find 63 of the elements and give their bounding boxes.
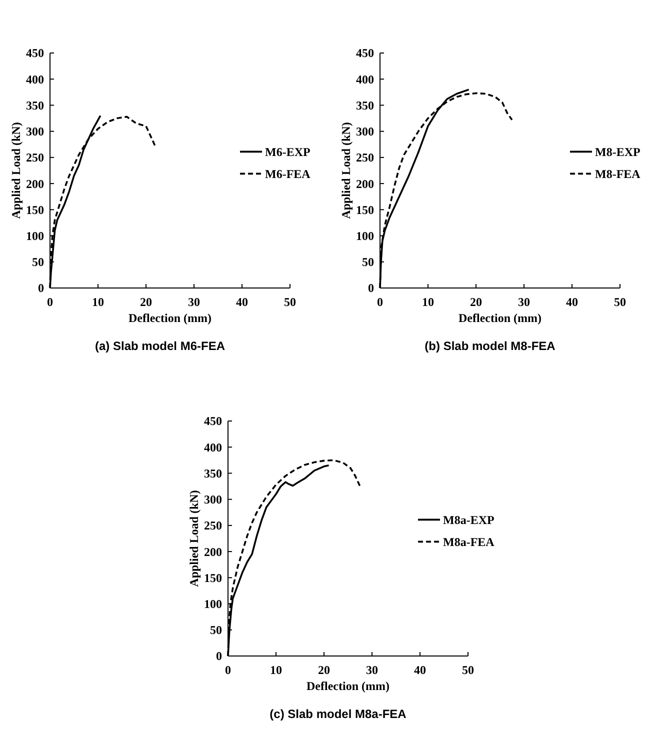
legend-label: M8a-EXP bbox=[443, 512, 494, 527]
y-tick-label: 50 bbox=[32, 255, 44, 270]
y-tick-label: 100 bbox=[356, 228, 374, 243]
y-tick-label: 250 bbox=[26, 150, 44, 165]
y-tick-label: 450 bbox=[26, 46, 44, 60]
x-tick-label: 20 bbox=[140, 295, 152, 309]
text: (a) Slab model M6-FEA bbox=[94, 339, 226, 353]
y-tick-label: 350 bbox=[204, 466, 222, 480]
legend-label: M6-EXP bbox=[265, 144, 310, 159]
y-axis-title: Applied Load (kN) bbox=[187, 490, 201, 587]
y-tick-label: 400 bbox=[204, 440, 222, 454]
y-tick-label: 300 bbox=[356, 124, 374, 139]
y-tick-label: 100 bbox=[204, 596, 222, 611]
y-tick-label: 450 bbox=[204, 414, 222, 428]
legend-label: M6-FEA bbox=[265, 166, 311, 181]
x-axis-title: Deflection (mm) bbox=[306, 679, 390, 693]
text: (c) Slab model M8a-FEA bbox=[270, 707, 407, 721]
y-tick-label: 350 bbox=[26, 98, 44, 112]
legend-label: M8-FEA bbox=[595, 166, 641, 181]
y-tick-label: 50 bbox=[362, 255, 374, 270]
y-tick-label: 450 bbox=[356, 46, 374, 60]
y-tick-label: 400 bbox=[26, 72, 44, 86]
y-tick-label: 150 bbox=[356, 202, 374, 217]
y-tick-label: 50 bbox=[210, 623, 222, 638]
legend-label: M8-EXP bbox=[595, 144, 640, 159]
x-tick-label: 10 bbox=[92, 295, 104, 309]
x-tick-label: 10 bbox=[422, 295, 434, 309]
x-tick-label: 0 bbox=[47, 295, 53, 309]
x-tick-label: 50 bbox=[614, 295, 626, 309]
x-tick-label: 40 bbox=[414, 663, 426, 677]
x-tick-label: 10 bbox=[270, 663, 282, 677]
y-tick-label: 200 bbox=[204, 544, 222, 559]
x-tick-label: 50 bbox=[284, 295, 296, 309]
x-tick-label: 0 bbox=[377, 295, 383, 309]
x-tick-label: 30 bbox=[518, 295, 530, 309]
y-tick-label: 350 bbox=[356, 98, 374, 112]
y-axis-title: Applied Load (kN) bbox=[339, 122, 353, 219]
legend-label: M8a-FEA bbox=[443, 534, 495, 549]
y-tick-label: 300 bbox=[204, 492, 222, 507]
y-tick-label: 250 bbox=[204, 518, 222, 533]
x-tick-label: 0 bbox=[225, 663, 231, 677]
y-tick-label: 0 bbox=[38, 281, 44, 296]
y-tick-label: 150 bbox=[204, 570, 222, 585]
x-axis-title: Deflection (mm) bbox=[458, 311, 542, 325]
y-tick-label: 0 bbox=[216, 649, 222, 664]
x-tick-label: 40 bbox=[236, 295, 248, 309]
text: (b) Slab model M8-FEA bbox=[424, 339, 556, 353]
y-tick-label: 250 bbox=[356, 150, 374, 165]
x-tick-label: 30 bbox=[366, 663, 378, 677]
x-tick-label: 20 bbox=[470, 295, 482, 309]
x-tick-label: 20 bbox=[318, 663, 330, 677]
y-tick-label: 0 bbox=[368, 281, 374, 296]
x-tick-label: 50 bbox=[462, 663, 474, 677]
y-tick-label: 300 bbox=[26, 124, 44, 139]
y-axis-title: Applied Load (kN) bbox=[9, 122, 23, 219]
x-tick-label: 40 bbox=[566, 295, 578, 309]
y-tick-label: 200 bbox=[26, 176, 44, 191]
x-axis-title: Deflection (mm) bbox=[128, 311, 212, 325]
y-tick-label: 150 bbox=[26, 202, 44, 217]
y-tick-label: 100 bbox=[26, 228, 44, 243]
y-tick-label: 400 bbox=[356, 72, 374, 86]
x-tick-label: 30 bbox=[188, 295, 200, 309]
y-tick-label: 200 bbox=[356, 176, 374, 191]
